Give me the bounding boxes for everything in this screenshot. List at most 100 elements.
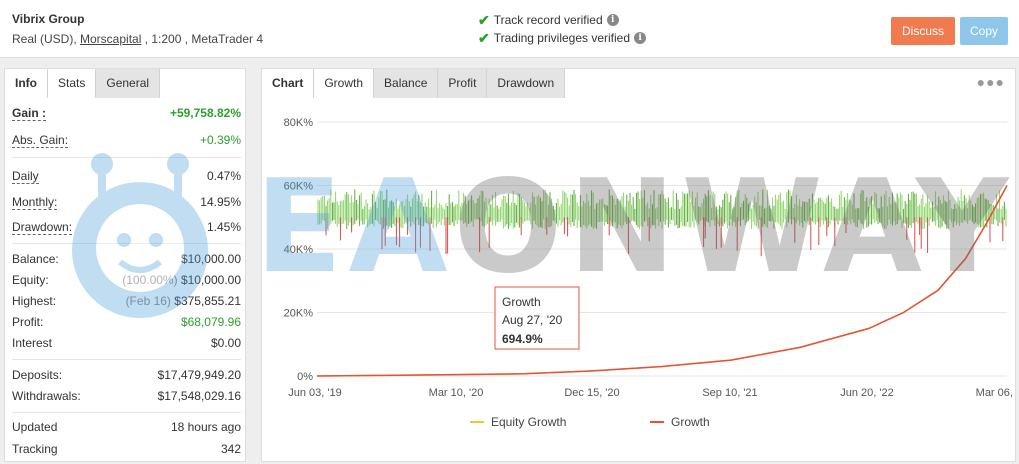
- equity-label: Equity:: [12, 273, 49, 287]
- x-tick-label: Dec 15, '20: [564, 387, 619, 399]
- withdrawals-label: Withdrawals:: [12, 389, 81, 403]
- tooltip-date: Aug 27, '20: [502, 313, 563, 327]
- equity-note: (100.00%): [122, 273, 178, 287]
- abs-gain-label[interactable]: Abs. Gain:: [12, 132, 69, 148]
- interest-value: $0.00: [210, 336, 241, 350]
- stat-gain: Gain : +59,758.82%: [12, 103, 241, 123]
- stat-withdrawals: Withdrawals: $17,548,029.16: [12, 386, 241, 406]
- monthly-label[interactable]: Monthly:: [12, 194, 58, 210]
- account-type: Real (USD),: [12, 32, 81, 46]
- stat-deposits: Deposits: $17,479,949.20: [12, 365, 241, 385]
- track-record-label: Track record verified: [493, 13, 603, 27]
- chart-panel: Chart Growth Balance Profit Drawdown ●●●…: [261, 68, 1016, 462]
- y-tick-label: 80K%: [284, 117, 314, 129]
- account-leverage-platform: , 1:200 , MetaTrader 4: [141, 32, 263, 46]
- broker-link[interactable]: Morscapital: [80, 32, 142, 46]
- x-tick-label: Sep 10, '21: [702, 387, 757, 399]
- profit-value: $68,079.96: [180, 315, 241, 329]
- account-name: Vibrix Group: [12, 12, 85, 26]
- x-tick-label: Mar 06, '23: [976, 387, 1015, 399]
- interest-label: Interest: [12, 336, 53, 350]
- tab-stats[interactable]: Stats: [48, 69, 97, 98]
- updated-label: Updated: [12, 420, 58, 434]
- stat-updated: Updated 18 hours ago: [12, 417, 241, 437]
- y-tick-label: 20K%: [284, 308, 314, 320]
- trading-privileges-verified: ✔ Trading privileges verified i: [478, 30, 647, 46]
- tab-drawdown[interactable]: Drawdown: [487, 69, 566, 98]
- drawdown-label[interactable]: Drawdown:: [12, 219, 73, 235]
- y-tick-label: 60K%: [284, 181, 314, 193]
- x-tick-label: Jun 20, '22: [840, 387, 893, 399]
- checkmark-icon: ✔: [478, 30, 490, 46]
- stat-interest: Interest $0.00: [12, 333, 241, 353]
- discuss-button[interactable]: Discuss: [891, 17, 955, 45]
- deposits-value: $17,479,949.20: [157, 368, 241, 382]
- stats-panel: Info Stats General Gain : +59,758.82% Ab…: [4, 68, 246, 462]
- monthly-value: 14.95%: [200, 195, 241, 209]
- highest-value: $375,855.21: [174, 294, 241, 308]
- stat-highest: Highest: (Feb 16) $375,855.21: [12, 291, 241, 311]
- stat-monthly: Monthly: 14.95%: [12, 192, 241, 212]
- updated-value: 18 hours ago: [170, 420, 241, 434]
- gain-value: +59,758.82%: [169, 106, 241, 120]
- balance-value: $10,000.00: [180, 252, 241, 266]
- trading-privileges-label: Trading privileges verified: [493, 31, 631, 45]
- tab-profit[interactable]: Profit: [438, 69, 488, 98]
- ellipsis-icon[interactable]: ●●●: [976, 74, 1005, 90]
- tooltip-label: Growth: [502, 295, 541, 309]
- equity-value: $10,000.00: [180, 273, 241, 287]
- account-header: Vibrix Group Real (USD), Morscapital , 1…: [0, 0, 1019, 58]
- chart-grid: [317, 121, 1007, 377]
- stat-daily: Daily 0.47%: [12, 166, 241, 186]
- stat-profit: Profit: $68,079.96: [12, 312, 241, 332]
- tooltip: Growth Aug 27, '20 694.9%: [494, 286, 580, 350]
- legend-growth[interactable]: Growth: [671, 415, 710, 429]
- stats-tabs: Info Stats General: [5, 69, 245, 98]
- tooltip-value: 694.9%: [502, 332, 543, 346]
- stat-abs-gain: Abs. Gain: +0.39%: [12, 130, 241, 150]
- stat-equity: Equity: (100.00%) $10,000.00: [12, 270, 241, 290]
- stat-tracking: Tracking 342: [12, 439, 241, 459]
- tracking-value: 342: [220, 442, 241, 456]
- account-details: Real (USD), Morscapital , 1:200 , MetaTr…: [12, 32, 263, 46]
- abs-gain-value: +0.39%: [199, 133, 241, 147]
- daily-value: 0.47%: [206, 169, 241, 183]
- drawdown-value: 1.45%: [206, 220, 241, 234]
- tab-balance[interactable]: Balance: [374, 69, 439, 98]
- x-tick-label: Jun 03, '19: [288, 387, 341, 399]
- tab-info[interactable]: Info: [5, 69, 48, 98]
- x-axis-ticks: Jun 03, '19 Mar 10, '20 Dec 15, '20 Sep 10,…: [288, 387, 1015, 399]
- divider: [12, 157, 241, 158]
- balance-label: Balance:: [12, 252, 59, 266]
- y-tick-label: 0%: [297, 371, 313, 383]
- track-record-verified: ✔ Track record verified i: [478, 13, 619, 27]
- info-icon[interactable]: i: [634, 32, 647, 44]
- chart-tabs: Chart Growth Balance Profit Drawdown: [262, 69, 1015, 98]
- copy-button[interactable]: Copy: [960, 17, 1008, 45]
- growth-line: [316, 185, 1008, 377]
- withdrawals-value: $17,548,029.16: [157, 389, 241, 403]
- stat-drawdown: Drawdown: 1.45%: [12, 217, 241, 237]
- gain-label[interactable]: Gain :: [12, 105, 47, 121]
- tab-growth[interactable]: Growth: [314, 69, 375, 98]
- highest-label: Highest:: [12, 294, 57, 308]
- divider: [12, 412, 241, 413]
- info-icon[interactable]: i: [606, 14, 619, 26]
- stat-balance: Balance: $10,000.00: [12, 249, 241, 269]
- divider: [12, 359, 241, 360]
- growth-chart: 0% 20K% 40K% 60K% 80K% Jun 03, '19 Mar 10, '2…: [284, 117, 1015, 429]
- daily-label[interactable]: Daily: [12, 168, 39, 184]
- checkmark-icon: ✔: [478, 12, 490, 28]
- profit-label: Profit:: [12, 315, 44, 329]
- y-axis-ticks: 0% 20K% 40K% 60K% 80K%: [284, 117, 314, 383]
- divider: [12, 243, 241, 244]
- deposits-label: Deposits:: [12, 368, 63, 382]
- tab-general[interactable]: General: [96, 69, 161, 98]
- x-tick-label: Mar 10, '20: [429, 387, 484, 399]
- y-tick-label: 40K%: [284, 244, 314, 256]
- highest-note: (Feb 16): [125, 294, 171, 308]
- chart-legend: Equity Growth Growth: [470, 415, 710, 429]
- daily-bars: [317, 189, 1007, 257]
- legend-equity-growth[interactable]: Equity Growth: [491, 415, 566, 429]
- tab-chart[interactable]: Chart: [262, 69, 315, 98]
